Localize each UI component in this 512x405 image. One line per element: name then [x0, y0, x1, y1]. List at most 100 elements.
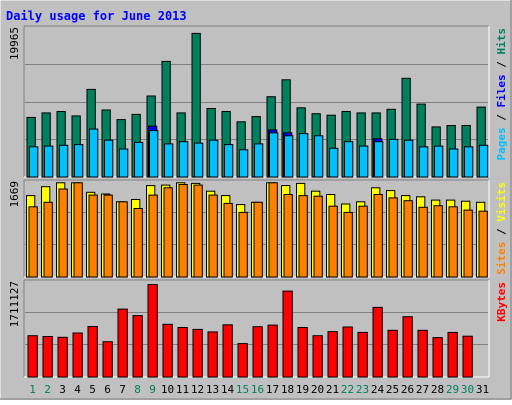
series-label-files: Files — [495, 74, 508, 107]
x-tick-label: 8 — [134, 383, 141, 396]
bar-pages — [479, 144, 489, 178]
series-label-sites: Sites — [495, 242, 508, 275]
bar-kbytes — [162, 323, 173, 378]
series-label-visits: Visits — [495, 182, 508, 222]
bar-sites — [268, 182, 278, 278]
bar-kbytes — [42, 336, 53, 378]
bar-kbytes — [237, 343, 248, 378]
bar-sites — [478, 210, 488, 278]
bar-kbytes — [402, 316, 413, 378]
bar-sites — [388, 197, 398, 278]
x-tick-label: 6 — [104, 383, 111, 396]
bar-pages — [119, 148, 129, 178]
x-tick-label: 15 — [236, 383, 249, 396]
bar-sites — [58, 188, 68, 278]
bar-pages — [59, 144, 69, 178]
bar-sites — [253, 201, 263, 278]
bar-sites — [163, 187, 173, 278]
bar-sites — [193, 184, 203, 278]
x-tick-label: 2 — [44, 383, 51, 396]
bar-kbytes — [357, 331, 368, 378]
y-max-label: 1669 — [8, 181, 21, 208]
bar-sites — [148, 194, 158, 278]
bar-kbytes — [432, 337, 443, 378]
bar-kbytes — [312, 335, 323, 378]
bar-sites — [373, 194, 383, 278]
bar-pages — [29, 146, 39, 178]
bar-kbytes — [57, 336, 68, 378]
x-tick-label: 27 — [416, 383, 429, 396]
bar-sites — [298, 195, 308, 278]
bar-sites — [238, 211, 248, 278]
x-tick-label: 29 — [446, 383, 459, 396]
panel-visits-sites: 1669 Sites / Visits — [8, 179, 508, 278]
bar-sites — [328, 205, 338, 278]
x-tick-label: 7 — [119, 383, 126, 396]
series-label-pages: Pages — [495, 127, 508, 160]
bar-pages — [389, 138, 399, 178]
bar-sites — [343, 211, 353, 278]
bar-sites — [433, 205, 443, 278]
x-tick-label: 10 — [161, 383, 174, 396]
panel-series-label: Pages / Files / Hits — [495, 28, 508, 161]
x-tick-label: 24 — [371, 383, 385, 396]
panel-kbytes: 1711127 KBytes — [8, 279, 508, 378]
bar-kbytes — [117, 308, 128, 378]
bar-pages — [194, 142, 204, 178]
bar-sites — [88, 194, 98, 278]
bar-sites — [313, 195, 323, 278]
bar-kbytes — [327, 331, 338, 378]
bar-pages — [314, 135, 324, 178]
bar-kbytes — [342, 326, 353, 378]
bar-sites — [223, 202, 233, 278]
bar-pages — [149, 130, 159, 178]
bar-kbytes — [267, 324, 278, 378]
bar-kbytes — [447, 331, 458, 378]
x-tick-label: 22 — [341, 383, 354, 396]
y-max-label: 1711127 — [8, 281, 21, 327]
bar-kbytes — [222, 324, 233, 378]
series-label-kbytes: KBytes — [495, 282, 508, 322]
panel-series-label: KBytes — [495, 282, 508, 322]
bar-kbytes — [387, 329, 398, 378]
bar-sites — [448, 206, 458, 278]
bar-pages — [224, 144, 234, 178]
bar-pages — [74, 144, 84, 178]
bar-sites — [403, 200, 413, 278]
x-axis-day-labels: 1 2 3 4 5 6 7 8 9 10 11 12 13 14 15 16 17 18 19 20 21 22 23 24 2… — [29, 383, 489, 396]
x-tick-label: 30 — [461, 383, 474, 396]
bar-sites — [43, 201, 53, 278]
x-tick-label: 3 — [59, 383, 66, 396]
series-label-hits: Hits — [495, 28, 508, 55]
x-tick-label: 21 — [326, 383, 339, 396]
x-tick-label: 14 — [221, 383, 235, 396]
x-tick-label: 20 — [311, 383, 324, 396]
bar-sites — [178, 184, 188, 278]
bar-pages — [464, 146, 474, 178]
bar-kbytes — [282, 290, 293, 378]
y-max-label: 19965 — [8, 27, 21, 60]
x-tick-label: 9 — [149, 383, 156, 396]
bar-pages — [209, 139, 219, 178]
x-tick-label: 26 — [401, 383, 414, 396]
bar-pages — [404, 139, 414, 178]
panel-series-label: Sites / Visits — [495, 182, 508, 275]
bar-pages — [329, 147, 339, 178]
bar-kbytes — [27, 335, 38, 378]
x-tick-label: 12 — [191, 383, 204, 396]
bar-pages — [44, 145, 54, 178]
bar-pages — [299, 133, 309, 178]
x-tick-label: 1 — [29, 383, 36, 396]
bar-pages — [434, 145, 444, 178]
x-tick-label: 11 — [176, 383, 189, 396]
series-label-separator: / — [495, 108, 508, 128]
bar-pages — [374, 141, 384, 178]
bar-kbytes — [132, 315, 143, 378]
x-tick-label: 19 — [296, 383, 309, 396]
bar-pages — [164, 143, 174, 178]
bar-sites — [118, 201, 128, 278]
bar-sites — [133, 208, 143, 278]
bar-sites — [358, 205, 368, 278]
bar-kbytes — [87, 326, 98, 378]
